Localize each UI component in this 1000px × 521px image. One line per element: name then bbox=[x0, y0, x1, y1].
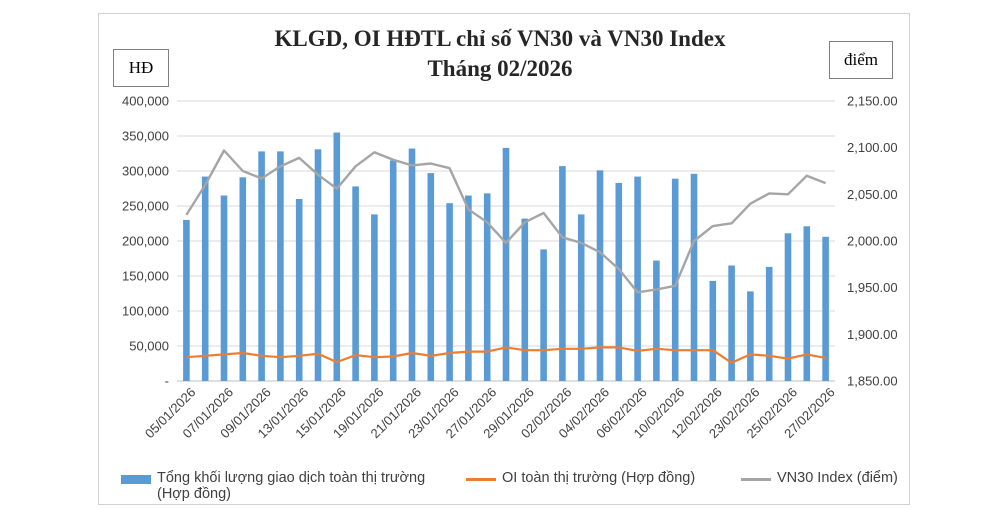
volume-bar bbox=[803, 226, 811, 381]
volume-bar bbox=[465, 195, 472, 381]
volume-bar bbox=[502, 147, 510, 381]
y-right-tick-label: 2,100.00 bbox=[847, 140, 898, 155]
open-interest-line bbox=[186, 346, 826, 364]
legend-item-volume: Tổng khối lượng giao dịch toàn thị trườn… bbox=[121, 470, 461, 502]
y-right-tick-label: 2,000.00 bbox=[847, 234, 898, 249]
y-right-tick-label: 1,950.00 bbox=[847, 280, 898, 295]
volume-bar bbox=[352, 186, 359, 381]
y-left-tick-label: 400,000 bbox=[122, 94, 169, 109]
legend-swatch-volume bbox=[121, 475, 151, 484]
volume-bar bbox=[596, 170, 604, 381]
line-series bbox=[185, 149, 827, 364]
volume-bar bbox=[728, 265, 735, 381]
legend-item-index: VN30 Index (điểm) bbox=[741, 470, 898, 486]
volume-bar bbox=[540, 249, 547, 381]
volume-bar bbox=[653, 260, 660, 381]
volume-bar bbox=[784, 233, 792, 381]
y-left-tick-label: - bbox=[165, 374, 169, 389]
y-left-tick-label: 200,000 bbox=[122, 234, 169, 249]
volume-bar bbox=[577, 214, 585, 381]
volume-bar bbox=[371, 214, 378, 381]
volume-bar bbox=[690, 173, 698, 381]
volume-bar bbox=[709, 280, 717, 381]
y-left-tick-label: 100,000 bbox=[122, 304, 169, 319]
right-axis-unit: điểm bbox=[829, 41, 893, 79]
volume-bar bbox=[521, 218, 529, 381]
volume-bar bbox=[427, 173, 435, 381]
volume-bar bbox=[765, 266, 773, 381]
volume-bar bbox=[201, 176, 209, 381]
volume-bar bbox=[333, 132, 341, 381]
y-right-tick-label: 2,150.00 bbox=[847, 94, 898, 109]
volume-bar bbox=[295, 199, 303, 381]
volume-bar bbox=[822, 236, 829, 381]
volume-bar bbox=[314, 149, 322, 381]
vn30-index-line bbox=[185, 149, 827, 294]
y-left-tick-label: 300,000 bbox=[122, 164, 169, 179]
legend-label-oi: OI toàn thị trường (Hợp đồng) bbox=[502, 470, 696, 486]
legend-swatch-oi bbox=[466, 478, 496, 481]
legend-item-oi: OI toàn thị trường (Hợp đồng) bbox=[466, 470, 695, 486]
volume-bar bbox=[615, 182, 623, 381]
y-left-tick-label: 150,000 bbox=[122, 269, 169, 284]
volume-bar bbox=[277, 151, 284, 381]
legend-label-volume-line2: (Hợp đồng) bbox=[157, 486, 231, 502]
left-axis-unit: HĐ bbox=[113, 49, 169, 87]
chart-title-line2: Tháng 02/2026 bbox=[427, 56, 573, 81]
y-right-tick-label: 1,900.00 bbox=[847, 327, 898, 342]
volume-bar bbox=[483, 193, 491, 381]
chart-title-line1: KLGD, OI HĐTL chỉ số VN30 và VN30 Index bbox=[274, 26, 726, 51]
legend-swatch-index bbox=[741, 478, 771, 481]
y-left-tick-label: 350,000 bbox=[122, 129, 169, 144]
volume-bar bbox=[183, 220, 190, 381]
bar-series bbox=[183, 132, 829, 381]
volume-bar bbox=[634, 176, 641, 381]
volume-bar bbox=[446, 203, 453, 381]
axis-labels: - 50,000 100,000 150,000 200,000 250,000 300,0… bbox=[122, 94, 898, 442]
legend-label-volume-line1: Tổng khối lượng giao dịch toàn thị trườn… bbox=[157, 470, 426, 486]
volume-bar bbox=[258, 151, 265, 381]
volume-bar bbox=[747, 291, 754, 381]
y-left-tick-label: 50,000 bbox=[129, 339, 169, 354]
y-left-tick-label: 250,000 bbox=[122, 199, 169, 214]
y-right-tick-label: 2,050.00 bbox=[847, 187, 898, 202]
volume-bar bbox=[671, 178, 679, 381]
volume-bar bbox=[408, 148, 416, 381]
volume-bar bbox=[389, 160, 397, 381]
legend-label-index: VN30 Index (điểm) bbox=[777, 470, 898, 486]
volume-bar bbox=[220, 195, 228, 381]
volume-bar bbox=[559, 166, 566, 381]
y-right-tick-label: 1,850.00 bbox=[847, 374, 898, 389]
volume-bar bbox=[239, 177, 247, 381]
